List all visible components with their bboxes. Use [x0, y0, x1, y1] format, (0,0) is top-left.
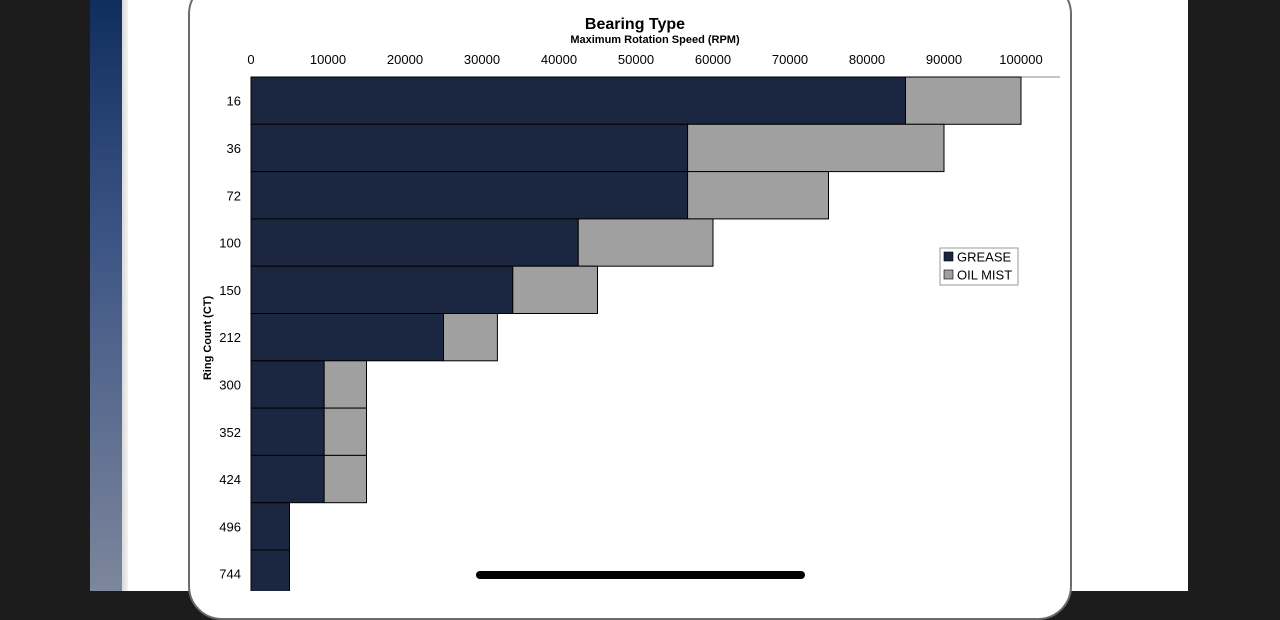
x-tick-label: 60000 [695, 52, 731, 67]
bar-oil-mist [577, 218, 714, 267]
background-side-edge [122, 0, 128, 591]
bar-oil-mist [323, 454, 367, 504]
y-tick-label: 100 [219, 236, 241, 251]
bar-oil-mist [443, 313, 498, 362]
x-tick-label: 80000 [849, 52, 885, 67]
y-tick-label: 424 [219, 472, 241, 487]
bar-oil-mist [687, 123, 945, 173]
legend-label: OIL MIST [957, 268, 1012, 283]
x-tick-label: 10000 [310, 52, 346, 67]
chart: Bearing Type Maximum Rotation Speed (RPM… [202, 16, 1060, 591]
bar-grease [250, 218, 579, 267]
chart-title: Bearing Type [585, 16, 685, 33]
y-tick-label: 16 [227, 94, 241, 109]
bar-grease [250, 171, 689, 220]
legend-swatch [943, 269, 954, 280]
y-tick-label: 744 [219, 567, 241, 582]
bar-oil-mist [323, 360, 367, 409]
x-axis-label: Maximum Rotation Speed (RPM) [570, 34, 740, 46]
bar-grease [250, 549, 290, 591]
y-tick-label: 496 [219, 519, 241, 534]
y-tick-label: 150 [219, 283, 241, 298]
y-tick-label: 300 [219, 377, 241, 392]
bar-oil-mist [323, 407, 367, 456]
bar-grease [250, 407, 325, 456]
legend: GREASE OIL MIST [939, 247, 1019, 286]
x-tick-label: 30000 [464, 52, 500, 67]
y-tick-label: 352 [219, 425, 241, 440]
bar-oil-mist [512, 265, 598, 315]
x-tick-label: 90000 [926, 52, 962, 67]
home-indicator[interactable] [476, 571, 805, 579]
bar-oil-mist [905, 76, 1022, 125]
bar-oil-mist [687, 171, 830, 220]
bar-grease [250, 123, 689, 173]
legend-swatch [943, 251, 954, 262]
x-tick-label: 40000 [541, 52, 577, 67]
background-side-bar [90, 0, 122, 591]
y-axis-label: Ring Count (CT) [202, 296, 214, 381]
bar-grease [250, 454, 325, 504]
bar-grease [250, 360, 325, 409]
legend-label: GREASE [957, 250, 1012, 265]
bar-grease [250, 76, 906, 125]
x-tick-label: 70000 [772, 52, 808, 67]
bar-grease [250, 313, 444, 362]
y-tick-label: 212 [219, 330, 241, 345]
x-tick-label: 50000 [618, 52, 654, 67]
x-tick-label: 0 [247, 52, 254, 67]
y-tick-label: 72 [227, 188, 241, 203]
x-tick-label: 20000 [387, 52, 423, 67]
y-tick-label: 36 [227, 141, 241, 156]
bar-grease [250, 265, 514, 315]
x-tick-label: 100000 [999, 52, 1042, 67]
bar-grease [250, 502, 290, 551]
